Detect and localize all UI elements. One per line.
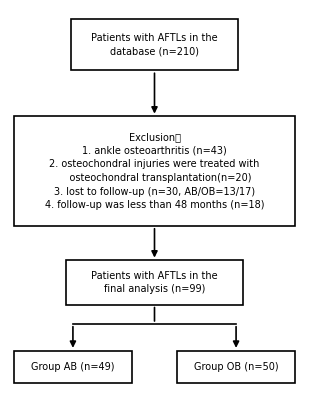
FancyBboxPatch shape xyxy=(71,18,238,70)
Text: Group AB (n=49): Group AB (n=49) xyxy=(31,362,115,372)
Text: Group OB (n=50): Group OB (n=50) xyxy=(194,362,278,372)
Text: Patients with AFTLs in the
final analysis (n=99): Patients with AFTLs in the final analysi… xyxy=(91,271,218,294)
Text: Patients with AFTLs in the
database (n=210): Patients with AFTLs in the database (n=2… xyxy=(91,33,218,56)
FancyBboxPatch shape xyxy=(66,260,243,305)
Text: Exclusion：
1. ankle osteoarthritis (n=43)
2. osteochondral injuries were treated: Exclusion： 1. ankle osteoarthritis (n=43… xyxy=(45,132,264,210)
FancyBboxPatch shape xyxy=(14,116,295,226)
FancyBboxPatch shape xyxy=(177,351,295,383)
FancyBboxPatch shape xyxy=(14,351,132,383)
